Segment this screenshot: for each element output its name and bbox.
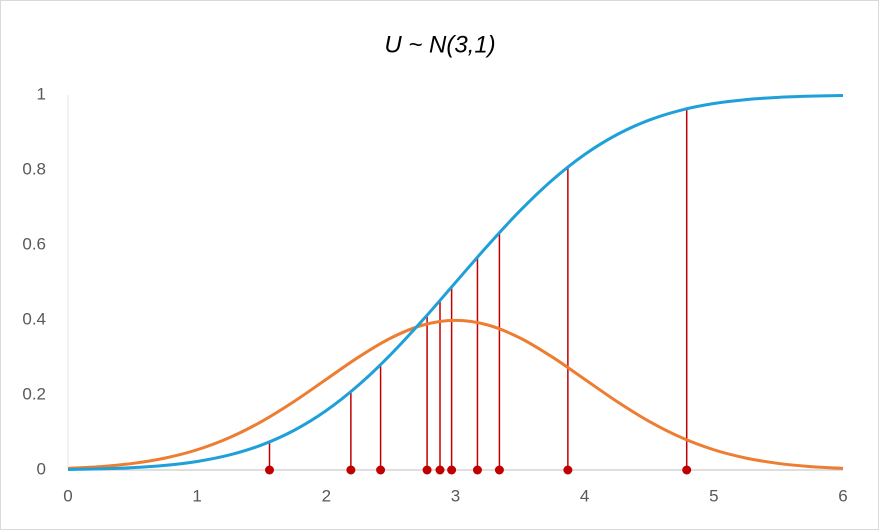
x-tick-label: 1 <box>192 486 201 505</box>
y-tick-label: 0.8 <box>22 159 46 178</box>
sample-dot <box>265 465 274 475</box>
sample-dot <box>472 465 482 475</box>
x-tick-label: 3 <box>451 486 460 505</box>
x-tick-label: 4 <box>580 486 589 505</box>
sample-dot <box>563 465 573 475</box>
sample-dot <box>376 465 386 475</box>
x-tick-label: 5 <box>709 486 718 505</box>
y-tick-label: 0.4 <box>22 309 46 328</box>
sample-dot <box>435 465 445 475</box>
curve <box>67 94 844 471</box>
x-tick-label: 6 <box>838 486 847 505</box>
x-tick-label: 0 <box>63 486 72 505</box>
sample-dot <box>346 465 356 475</box>
x-tick-label: 2 <box>322 486 331 505</box>
y-tick-label: 0 <box>37 459 46 478</box>
sample-dot <box>682 465 692 475</box>
sample-dot <box>422 465 432 475</box>
curve <box>67 318 844 470</box>
y-tick-label: 0.6 <box>22 234 46 253</box>
sample-dot <box>494 465 504 475</box>
y-tick-label: 0.2 <box>22 384 46 403</box>
sample-dot <box>447 465 457 475</box>
y-tick-label: 1 <box>37 84 46 103</box>
chart-title: U ~ N(3,1) <box>384 31 495 58</box>
